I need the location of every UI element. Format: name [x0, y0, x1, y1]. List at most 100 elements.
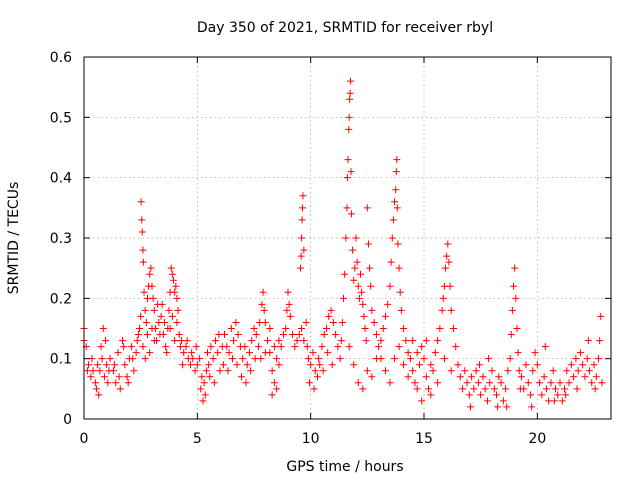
- y-tick-label: 0.2: [50, 291, 72, 307]
- data-point: [309, 349, 317, 357]
- data-point: [418, 343, 426, 351]
- x-axis-label: GPS time / hours: [286, 459, 403, 475]
- data-point: [513, 325, 521, 332]
- data-point: [395, 264, 403, 272]
- data-point: [123, 373, 131, 381]
- data-point: [590, 361, 598, 369]
- data-point: [366, 264, 374, 272]
- data-point: [389, 216, 397, 224]
- data-point: [268, 367, 276, 375]
- data-point: [540, 373, 548, 381]
- data-point: [563, 367, 571, 375]
- data-point: [337, 337, 345, 345]
- data-point: [388, 234, 396, 242]
- data-point: [201, 391, 209, 399]
- data-point: [581, 373, 589, 381]
- data-point: [251, 355, 259, 363]
- data-point: [363, 204, 371, 212]
- data-point: [375, 343, 383, 351]
- x-tick-label: 10: [302, 431, 320, 447]
- data-point: [318, 343, 326, 351]
- data-point: [166, 325, 174, 332]
- data-point: [140, 288, 148, 296]
- data-point: [277, 343, 285, 351]
- data-point: [583, 355, 591, 363]
- data-point: [485, 355, 493, 363]
- data-point: [342, 234, 350, 242]
- data-point: [179, 361, 187, 369]
- data-point: [97, 343, 105, 351]
- data-point: [596, 337, 604, 345]
- data-point: [360, 312, 368, 320]
- data-point: [248, 337, 256, 345]
- y-tick-label: 0.1: [50, 352, 72, 368]
- data-point: [536, 379, 544, 387]
- data-point: [198, 373, 206, 381]
- data-point: [396, 288, 404, 296]
- data-point: [141, 355, 149, 363]
- data-point: [168, 270, 176, 278]
- data-point: [444, 240, 452, 248]
- data-point: [400, 325, 408, 332]
- data-point: [133, 337, 141, 345]
- data-point: [303, 343, 311, 351]
- data-point: [427, 391, 435, 399]
- data-point: [431, 349, 439, 357]
- data-point: [361, 325, 369, 332]
- data-point: [250, 325, 258, 332]
- data-point: [102, 337, 110, 345]
- data-point: [283, 306, 291, 314]
- data-point: [556, 379, 564, 387]
- data-point: [170, 276, 178, 284]
- data-point: [245, 349, 253, 357]
- data-point: [103, 361, 111, 369]
- data-point: [83, 367, 91, 375]
- x-tick-label: 5: [193, 431, 202, 447]
- data-point: [514, 349, 522, 357]
- data-point: [479, 373, 487, 381]
- data-point: [570, 373, 578, 381]
- data-point: [99, 325, 107, 332]
- data-point: [299, 204, 307, 212]
- data-point: [379, 325, 387, 332]
- data-point: [454, 361, 462, 369]
- data-point: [252, 331, 260, 339]
- data-point: [175, 331, 183, 339]
- data-point: [377, 337, 385, 345]
- data-point: [486, 379, 494, 387]
- data-point: [187, 361, 195, 369]
- data-point: [345, 113, 353, 121]
- data-point: [359, 385, 367, 393]
- data-point: [384, 300, 392, 308]
- data-point: [357, 270, 365, 278]
- data-point: [115, 373, 123, 381]
- data-point: [216, 367, 224, 375]
- data-point: [522, 361, 530, 369]
- data-point: [528, 403, 536, 411]
- data-point: [418, 397, 426, 405]
- data-point: [549, 367, 557, 375]
- data-point: [273, 355, 281, 363]
- data-point: [558, 397, 566, 405]
- data-point: [422, 337, 430, 345]
- data-point: [157, 312, 165, 320]
- data-point: [459, 385, 467, 393]
- data-point: [299, 192, 307, 200]
- data-point: [447, 306, 455, 314]
- data-point: [197, 385, 205, 393]
- data-point: [215, 331, 223, 339]
- data-point: [167, 264, 175, 272]
- data-point: [304, 355, 312, 363]
- data-point: [481, 385, 489, 393]
- data-point: [136, 325, 144, 332]
- data-point: [427, 361, 435, 369]
- data-point: [141, 306, 149, 314]
- data-point: [227, 325, 235, 332]
- data-point: [449, 325, 457, 332]
- data-point: [165, 306, 173, 314]
- data-point: [434, 337, 442, 345]
- data-point: [228, 355, 236, 363]
- data-point: [300, 246, 308, 254]
- data-point: [456, 373, 464, 381]
- data-point: [282, 325, 290, 332]
